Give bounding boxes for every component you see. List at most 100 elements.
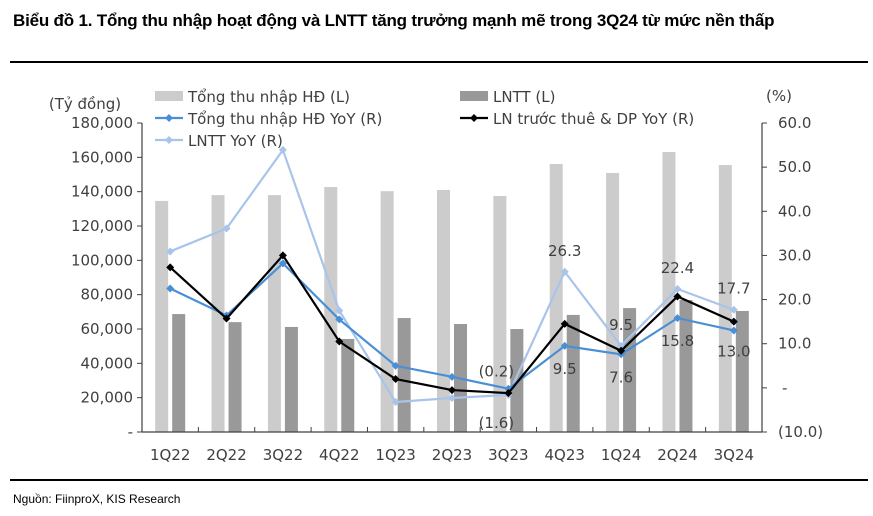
bar-lntt-1Q23 bbox=[397, 318, 411, 432]
marker-series-3-2Q23 bbox=[448, 386, 456, 395]
x-tick-label: 2Q23 bbox=[432, 446, 472, 464]
marker-series-3-4Q22 bbox=[335, 337, 344, 346]
legend-label: Tổng thu nhập HĐ (L) bbox=[187, 88, 350, 106]
marker-series-2-4Q23 bbox=[560, 341, 569, 350]
right-tick-label: 50.0 bbox=[778, 158, 811, 176]
bar-total-income-3Q23 bbox=[493, 195, 507, 432]
bar-lntt-4Q22 bbox=[341, 338, 355, 432]
bar-lntt-1Q22 bbox=[172, 314, 186, 432]
marker-series-4-2Q22 bbox=[222, 224, 231, 233]
marker-series-4-2Q23 bbox=[448, 394, 456, 403]
marker-series-4-1Q23 bbox=[391, 397, 400, 406]
x-tick-label: 1Q22 bbox=[150, 446, 190, 464]
x-tick-label: 4Q23 bbox=[545, 446, 585, 464]
left-tick-label: 120,000 bbox=[71, 217, 133, 235]
left-tick-label: 180,000 bbox=[71, 114, 133, 132]
line-series-2 bbox=[169, 261, 735, 390]
marker-series-2-3Q24 bbox=[729, 326, 738, 335]
data-label: 13.0 bbox=[717, 342, 750, 360]
title-divider bbox=[10, 61, 868, 63]
marker-series-3-3Q22 bbox=[278, 251, 287, 260]
marker-series-3-1Q24 bbox=[617, 346, 626, 355]
left-tick-label: 20,000 bbox=[81, 389, 134, 407]
bar-lntt-3Q23 bbox=[510, 329, 524, 432]
left-tick-label: 160,000 bbox=[71, 148, 133, 166]
left-tick-label: 60,000 bbox=[81, 320, 134, 338]
legend-swatch bbox=[460, 91, 488, 101]
marker-series-3-4Q23 bbox=[560, 319, 569, 328]
marker-series-3-2Q24 bbox=[673, 292, 682, 301]
marker-series-3-2Q22 bbox=[222, 314, 231, 323]
bar-total-income-1Q24 bbox=[606, 172, 620, 432]
x-tick-label: 1Q23 bbox=[375, 446, 415, 464]
x-tick-label: 2Q24 bbox=[657, 446, 697, 464]
right-tick-label: 60.0 bbox=[778, 114, 811, 132]
data-label: 22.4 bbox=[661, 259, 694, 277]
marker-series-3-1Q23 bbox=[391, 375, 400, 384]
x-tick-label: 4Q22 bbox=[319, 446, 359, 464]
legend-marker bbox=[165, 136, 173, 144]
marker-series-4-3Q24 bbox=[729, 305, 738, 314]
marker-series-2-4Q22 bbox=[335, 315, 344, 324]
marker-series-2-3Q22 bbox=[278, 259, 287, 268]
left-tick-label: 140,000 bbox=[71, 183, 133, 201]
bar-total-income-2Q22 bbox=[211, 195, 225, 432]
bar-total-income-3Q22 bbox=[267, 195, 281, 432]
marker-series-2-2Q24 bbox=[673, 314, 682, 323]
bar-total-income-1Q22 bbox=[155, 200, 169, 432]
marker-series-2-1Q23 bbox=[391, 361, 400, 370]
right-tick-label: 20.0 bbox=[778, 291, 811, 309]
marker-series-4-4Q22 bbox=[335, 306, 344, 315]
bar-total-income-3Q24 bbox=[718, 165, 732, 432]
right-tick-label: 10.0 bbox=[778, 335, 811, 353]
right-tick-label: - bbox=[782, 379, 787, 397]
data-label: (0.2) bbox=[479, 363, 515, 381]
source-note: Nguồn: FiinproX, KIS Research bbox=[13, 492, 181, 506]
marker-series-2-1Q22 bbox=[166, 284, 175, 293]
legend-label: LNTT (L) bbox=[493, 88, 555, 106]
left-tick-label: 80,000 bbox=[81, 286, 134, 304]
line-series-3 bbox=[169, 253, 735, 395]
left-axis-unit: (Tỷ đồng) bbox=[49, 95, 121, 113]
bar-total-income-2Q23 bbox=[437, 189, 450, 432]
bar-total-income-2Q24 bbox=[662, 152, 676, 433]
x-tick-label: 3Q23 bbox=[488, 446, 528, 464]
marker-series-4-3Q22 bbox=[278, 145, 287, 154]
chart-title: Biểu đồ 1. Tổng thu nhập hoạt động và LN… bbox=[13, 11, 775, 30]
legend-label: LN trước thuê & DP YoY (R) bbox=[493, 110, 694, 128]
left-tick-label: 100,000 bbox=[71, 251, 133, 269]
marker-series-3-3Q23 bbox=[504, 389, 513, 398]
x-tick-label: 3Q24 bbox=[714, 446, 754, 464]
bar-lntt-3Q22 bbox=[284, 326, 298, 432]
x-tick-label: 3Q22 bbox=[263, 446, 303, 464]
legend-label: LNTT YoY (R) bbox=[188, 132, 283, 150]
right-tick-label: (10.0) bbox=[778, 423, 823, 441]
bar-lntt-2Q22 bbox=[228, 322, 242, 432]
data-label: 9.5 bbox=[609, 316, 633, 334]
legend-label: Tổng thu nhập HĐ YoY (R) bbox=[187, 110, 382, 128]
bar-lntt-2Q24 bbox=[679, 299, 693, 432]
marker-series-4-4Q23 bbox=[560, 267, 569, 276]
data-label: 7.6 bbox=[609, 368, 633, 386]
marker-series-3-3Q24 bbox=[729, 317, 738, 326]
data-label: (1.6) bbox=[479, 414, 515, 432]
footer-divider bbox=[10, 479, 868, 481]
data-label: 15.8 bbox=[661, 332, 694, 350]
right-axis-unit: (%) bbox=[766, 87, 792, 105]
line-series-4 bbox=[169, 147, 735, 404]
marker-series-4-1Q22 bbox=[166, 247, 175, 256]
bar-lntt-3Q24 bbox=[735, 310, 749, 432]
marker-series-4-2Q24 bbox=[673, 284, 682, 293]
legend-swatch bbox=[155, 91, 183, 101]
data-label: 17.7 bbox=[717, 280, 750, 298]
bar-lntt-4Q23 bbox=[566, 314, 580, 432]
marker-series-3-1Q22 bbox=[166, 263, 175, 272]
x-tick-label: 2Q22 bbox=[206, 446, 246, 464]
right-tick-label: 30.0 bbox=[778, 246, 811, 264]
data-label: 9.5 bbox=[553, 360, 577, 378]
data-label: 26.3 bbox=[548, 242, 581, 260]
right-tick-label: 40.0 bbox=[778, 202, 811, 220]
left-tick-label: 40,000 bbox=[81, 354, 134, 372]
legend-marker bbox=[470, 114, 478, 122]
